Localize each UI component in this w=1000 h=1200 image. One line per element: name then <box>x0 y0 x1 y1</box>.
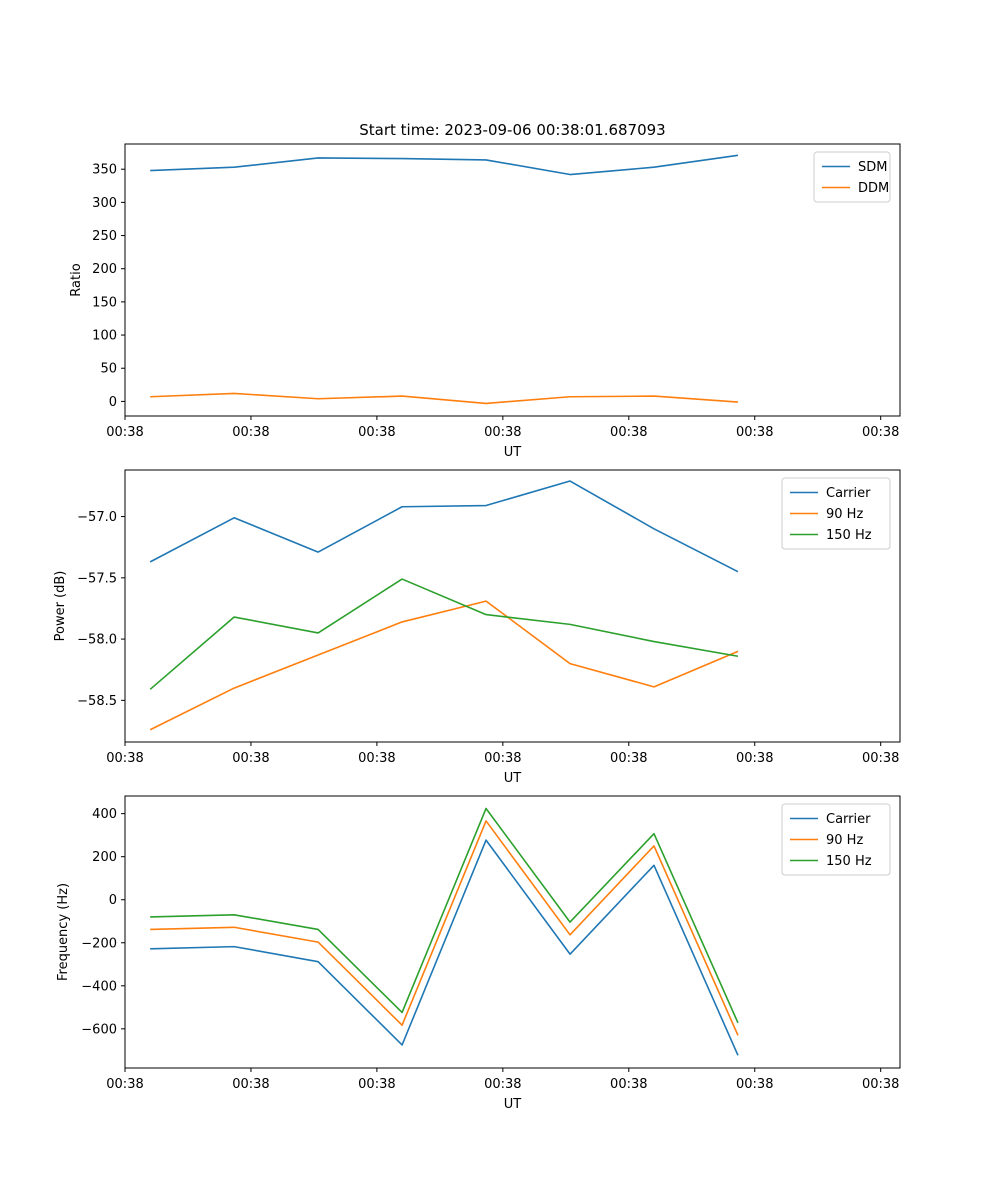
x-tick-label: 00:38 <box>484 751 521 766</box>
y-tick-label: 350 <box>92 163 117 178</box>
panel-ratio: Start time: 2023-09-06 00:38:01.687093 0… <box>69 121 901 460</box>
x-tick-label: 00:38 <box>736 751 773 766</box>
x-tick-label: 00:38 <box>106 1077 143 1092</box>
y-tick-label: 300 <box>92 196 117 211</box>
y-tick-label: −200 <box>81 936 117 951</box>
legend-label-90-hz: 90 Hz <box>826 833 863 848</box>
chart-title: Start time: 2023-09-06 00:38:01.687093 <box>359 121 665 139</box>
legend-box <box>813 151 891 203</box>
x-tick-label: 00:38 <box>736 425 773 440</box>
x-tick-label: 00:38 <box>358 751 395 766</box>
x-axis-label: UT <box>504 1097 522 1112</box>
x-tick-label: 00:38 <box>736 1077 773 1092</box>
legend-label-150-hz: 150 Hz <box>826 854 872 869</box>
axes-frame <box>124 469 901 743</box>
axes-frame <box>124 143 901 417</box>
y-tick-label: −58.0 <box>77 633 117 648</box>
x-axis-label: UT <box>504 445 522 460</box>
y-tick-label: −600 <box>81 1022 117 1037</box>
panel-frequency: −600 −400 −200 0 200 400 00:38 00:38 00:38 00:38… <box>56 795 901 1112</box>
legend: Carrier 90 Hz 150 Hz <box>781 803 891 876</box>
y-tick-label: 100 <box>92 329 117 344</box>
x-tick-label: 00:38 <box>232 425 269 440</box>
y-tick-label: 250 <box>92 229 117 244</box>
x-tick-label: 00:38 <box>862 425 899 440</box>
series-line-sdm <box>150 154 739 176</box>
x-tick-label: 00:38 <box>610 1077 647 1092</box>
legend-box <box>781 803 891 876</box>
legend-label-carrier: Carrier <box>826 486 871 501</box>
x-tick-label: 00:38 <box>862 1077 899 1092</box>
y-tick-label: 150 <box>92 295 117 310</box>
x-tick-label: 00:38 <box>862 751 899 766</box>
series-line-ddm <box>150 392 739 405</box>
y-tick-label: 400 <box>92 807 117 822</box>
x-axis-label: UT <box>504 771 522 786</box>
y-tick-label: −57.5 <box>77 571 117 586</box>
legend-label-ddm: DDM <box>858 181 889 196</box>
x-tick-label: 00:38 <box>106 751 143 766</box>
x-tick-label: 00:38 <box>610 425 647 440</box>
y-tick-label: 200 <box>92 850 117 865</box>
legend-label-90-hz: 90 Hz <box>826 507 863 522</box>
legend-box <box>781 477 891 550</box>
x-tick-label: 00:38 <box>484 425 521 440</box>
legend-label-150-hz: 150 Hz <box>826 528 872 543</box>
panel-power: −58.5 −58.0 −57.5 −57.0 00:38 00:38 00:38 00:3… <box>53 469 901 786</box>
x-tick-label: 00:38 <box>358 425 395 440</box>
x-tick-label: 00:38 <box>232 1077 269 1092</box>
x-tick-label: 00:38 <box>484 1077 521 1092</box>
legend: Carrier 90 Hz 150 Hz <box>781 477 891 550</box>
series-line-90-hz <box>149 600 739 731</box>
legend-label-carrier: Carrier <box>826 812 871 827</box>
y-axis-label: Frequency (Hz) <box>56 883 71 981</box>
y-tick-label: −400 <box>81 979 117 994</box>
x-tick-label: 00:38 <box>358 1077 395 1092</box>
series-line-150-hz <box>150 807 739 1024</box>
y-axis-label: Power (dB) <box>53 571 68 642</box>
series-line-150-hz <box>149 578 739 690</box>
y-tick-label: −58.5 <box>77 694 117 709</box>
y-axis-label: Ratio <box>69 263 84 296</box>
y-tick-label: −57.0 <box>77 510 117 525</box>
series-line-carrier <box>149 480 739 573</box>
legend-label-sdm: SDM <box>858 160 887 175</box>
series-line-carrier <box>150 839 739 1056</box>
y-tick-label: 200 <box>92 262 117 277</box>
series-line-90-hz <box>150 820 739 1036</box>
x-tick-label: 00:38 <box>106 425 143 440</box>
legend: SDM DDM <box>813 151 891 203</box>
y-tick-label: 0 <box>109 893 117 908</box>
x-tick-label: 00:38 <box>232 751 269 766</box>
y-tick-label: 0 <box>109 395 117 410</box>
x-tick-label: 00:38 <box>610 751 647 766</box>
axes-frame <box>124 795 901 1069</box>
y-tick-label: 50 <box>100 362 117 377</box>
